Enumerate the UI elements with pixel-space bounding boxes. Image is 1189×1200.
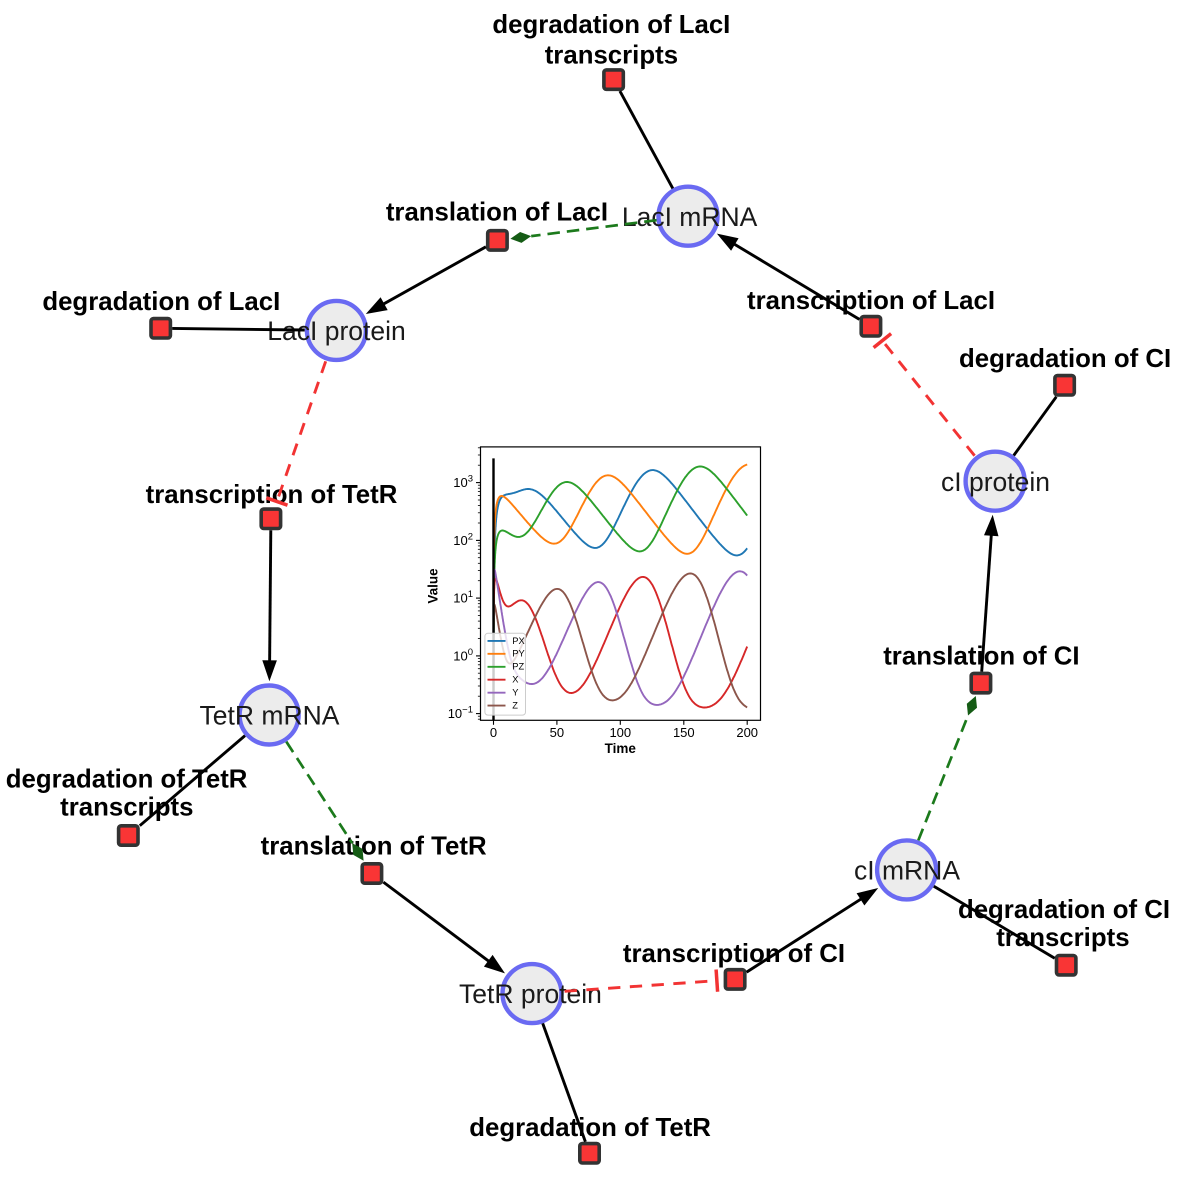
svg-text:degradation of CI: degradation of CI	[958, 896, 1170, 924]
svg-text:Time: Time	[605, 741, 637, 756]
svg-text:translation of TetR: translation of TetR	[261, 833, 487, 861]
svg-text:150: 150	[673, 725, 695, 740]
svg-text:PY: PY	[512, 649, 524, 659]
svg-text:transcription of CI: transcription of CI	[623, 940, 845, 968]
svg-text:degradation of LacI: degradation of LacI	[492, 11, 730, 39]
svg-text:degradation of LacI: degradation of LacI	[42, 288, 280, 316]
svg-text:Y: Y	[512, 688, 518, 698]
svg-text:100: 100	[609, 725, 631, 740]
svg-text:transcription of LacI: transcription of LacI	[747, 287, 995, 315]
svg-text:LacI mRNA: LacI mRNA	[622, 202, 758, 232]
svg-text:200: 200	[736, 725, 758, 740]
svg-text:TetR protein: TetR protein	[459, 979, 602, 1009]
svg-text:translation of LacI: translation of LacI	[386, 199, 608, 227]
svg-text:Z: Z	[512, 701, 518, 711]
svg-text:transcripts: transcripts	[545, 42, 678, 70]
svg-text:PZ: PZ	[512, 662, 524, 672]
svg-text:PX: PX	[512, 636, 524, 646]
svg-text:X: X	[512, 675, 518, 685]
svg-text:50: 50	[550, 725, 564, 740]
svg-text:cI protein: cI protein	[941, 467, 1050, 497]
svg-text:degradation of TetR: degradation of TetR	[469, 1114, 711, 1142]
svg-text:transcripts: transcripts	[996, 924, 1129, 952]
svg-text:Value: Value	[426, 568, 441, 604]
svg-text:degradation of CI: degradation of CI	[959, 345, 1171, 373]
svg-text:0: 0	[490, 725, 497, 740]
svg-text:TetR mRNA: TetR mRNA	[200, 701, 340, 731]
svg-text:cI mRNA: cI mRNA	[854, 856, 960, 886]
svg-text:degradation of TetR: degradation of TetR	[6, 766, 248, 794]
svg-text:transcription of TetR: transcription of TetR	[146, 481, 398, 509]
